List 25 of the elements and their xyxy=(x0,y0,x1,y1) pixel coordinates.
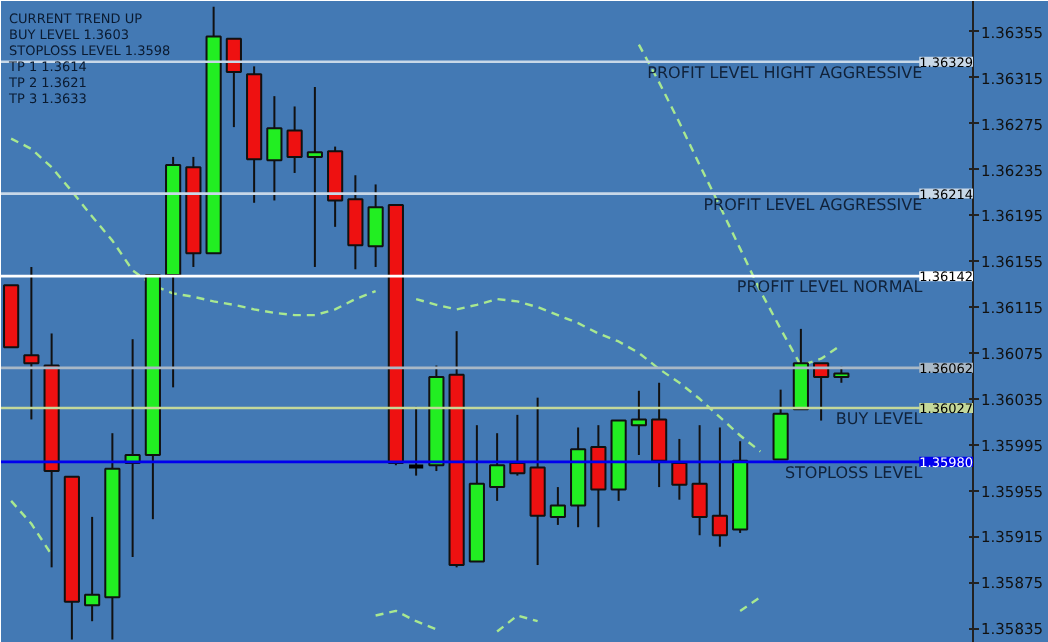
candlestick xyxy=(630,389,647,456)
candlestick xyxy=(711,426,728,548)
candlestick xyxy=(792,327,809,411)
candlestick xyxy=(691,424,708,537)
ref-line-label: BUY LEVEL xyxy=(835,409,924,428)
ref-line-label: PROFIT LEVEL AGGRESSIVE xyxy=(703,195,923,214)
candlestick xyxy=(509,413,526,477)
candlestick xyxy=(549,486,566,526)
candlestick xyxy=(590,424,607,529)
candlestick xyxy=(347,174,364,271)
ref-line-label: PROFIT LEVEL NORMAL xyxy=(736,278,924,297)
candlestick xyxy=(84,515,101,623)
candlestick xyxy=(489,432,506,502)
candlestick xyxy=(772,388,789,461)
candlestick xyxy=(306,85,323,268)
ref-line-label: PROFIT LEVEL HIGHT AGGRESSIVE xyxy=(647,63,923,82)
candlestick xyxy=(23,265,40,421)
candlestick xyxy=(367,183,384,268)
candlestick xyxy=(266,95,283,202)
ref-line-label: STOPLOSS LEVEL xyxy=(784,463,924,482)
candlestick xyxy=(651,381,668,489)
candlestick xyxy=(225,37,242,129)
candlestick xyxy=(671,437,688,501)
candlestick xyxy=(286,105,303,174)
candlestick xyxy=(407,405,426,477)
